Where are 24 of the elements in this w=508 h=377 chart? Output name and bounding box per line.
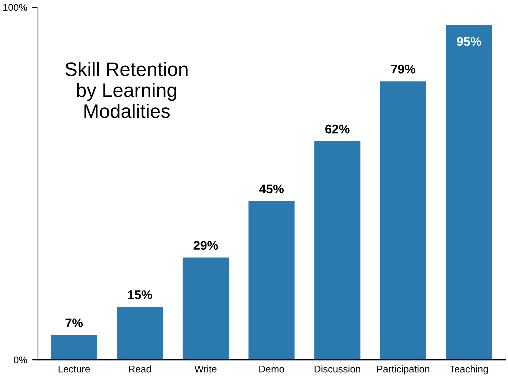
data-label: 45% bbox=[259, 184, 284, 194]
data-label: 15% bbox=[128, 290, 152, 300]
data-label: 29% bbox=[194, 241, 218, 250]
x-tick-label: Lecture bbox=[58, 366, 90, 373]
x-tick-label: Teaching bbox=[450, 366, 488, 375]
bar bbox=[380, 82, 426, 360]
data-label: 79% bbox=[391, 64, 416, 74]
x-tick-label: Write bbox=[194, 366, 217, 373]
bar bbox=[446, 25, 492, 360]
data-label: 62% bbox=[326, 124, 350, 134]
bar bbox=[51, 335, 98, 360]
data-label: 95% bbox=[457, 37, 482, 46]
bar bbox=[248, 201, 295, 360]
y-tick-label: 0% bbox=[14, 356, 28, 364]
x-tick-label: Demo bbox=[260, 366, 284, 373]
y-tick-label: 100% bbox=[4, 4, 28, 12]
bar bbox=[314, 141, 361, 360]
x-tick-label: Discussion bbox=[314, 366, 360, 373]
bar bbox=[182, 258, 229, 360]
x-tick-label: Read bbox=[129, 366, 152, 373]
bar bbox=[117, 307, 164, 360]
data-label: 7% bbox=[66, 318, 84, 328]
x-tick-label: Participation bbox=[377, 366, 430, 375]
text: Skill Retention by Learning Modalities bbox=[66, 62, 188, 118]
